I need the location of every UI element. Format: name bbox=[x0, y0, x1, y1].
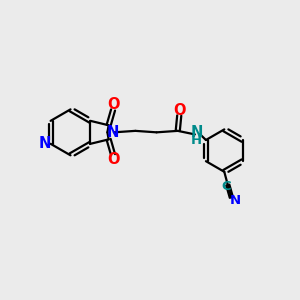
Text: N: N bbox=[190, 125, 202, 140]
Text: O: O bbox=[108, 152, 120, 167]
Text: N: N bbox=[106, 125, 119, 140]
Text: H: H bbox=[191, 134, 202, 147]
Text: O: O bbox=[173, 103, 185, 118]
Text: O: O bbox=[108, 98, 120, 112]
Text: C: C bbox=[221, 180, 231, 193]
Text: N: N bbox=[39, 136, 52, 151]
Text: N: N bbox=[229, 194, 241, 207]
